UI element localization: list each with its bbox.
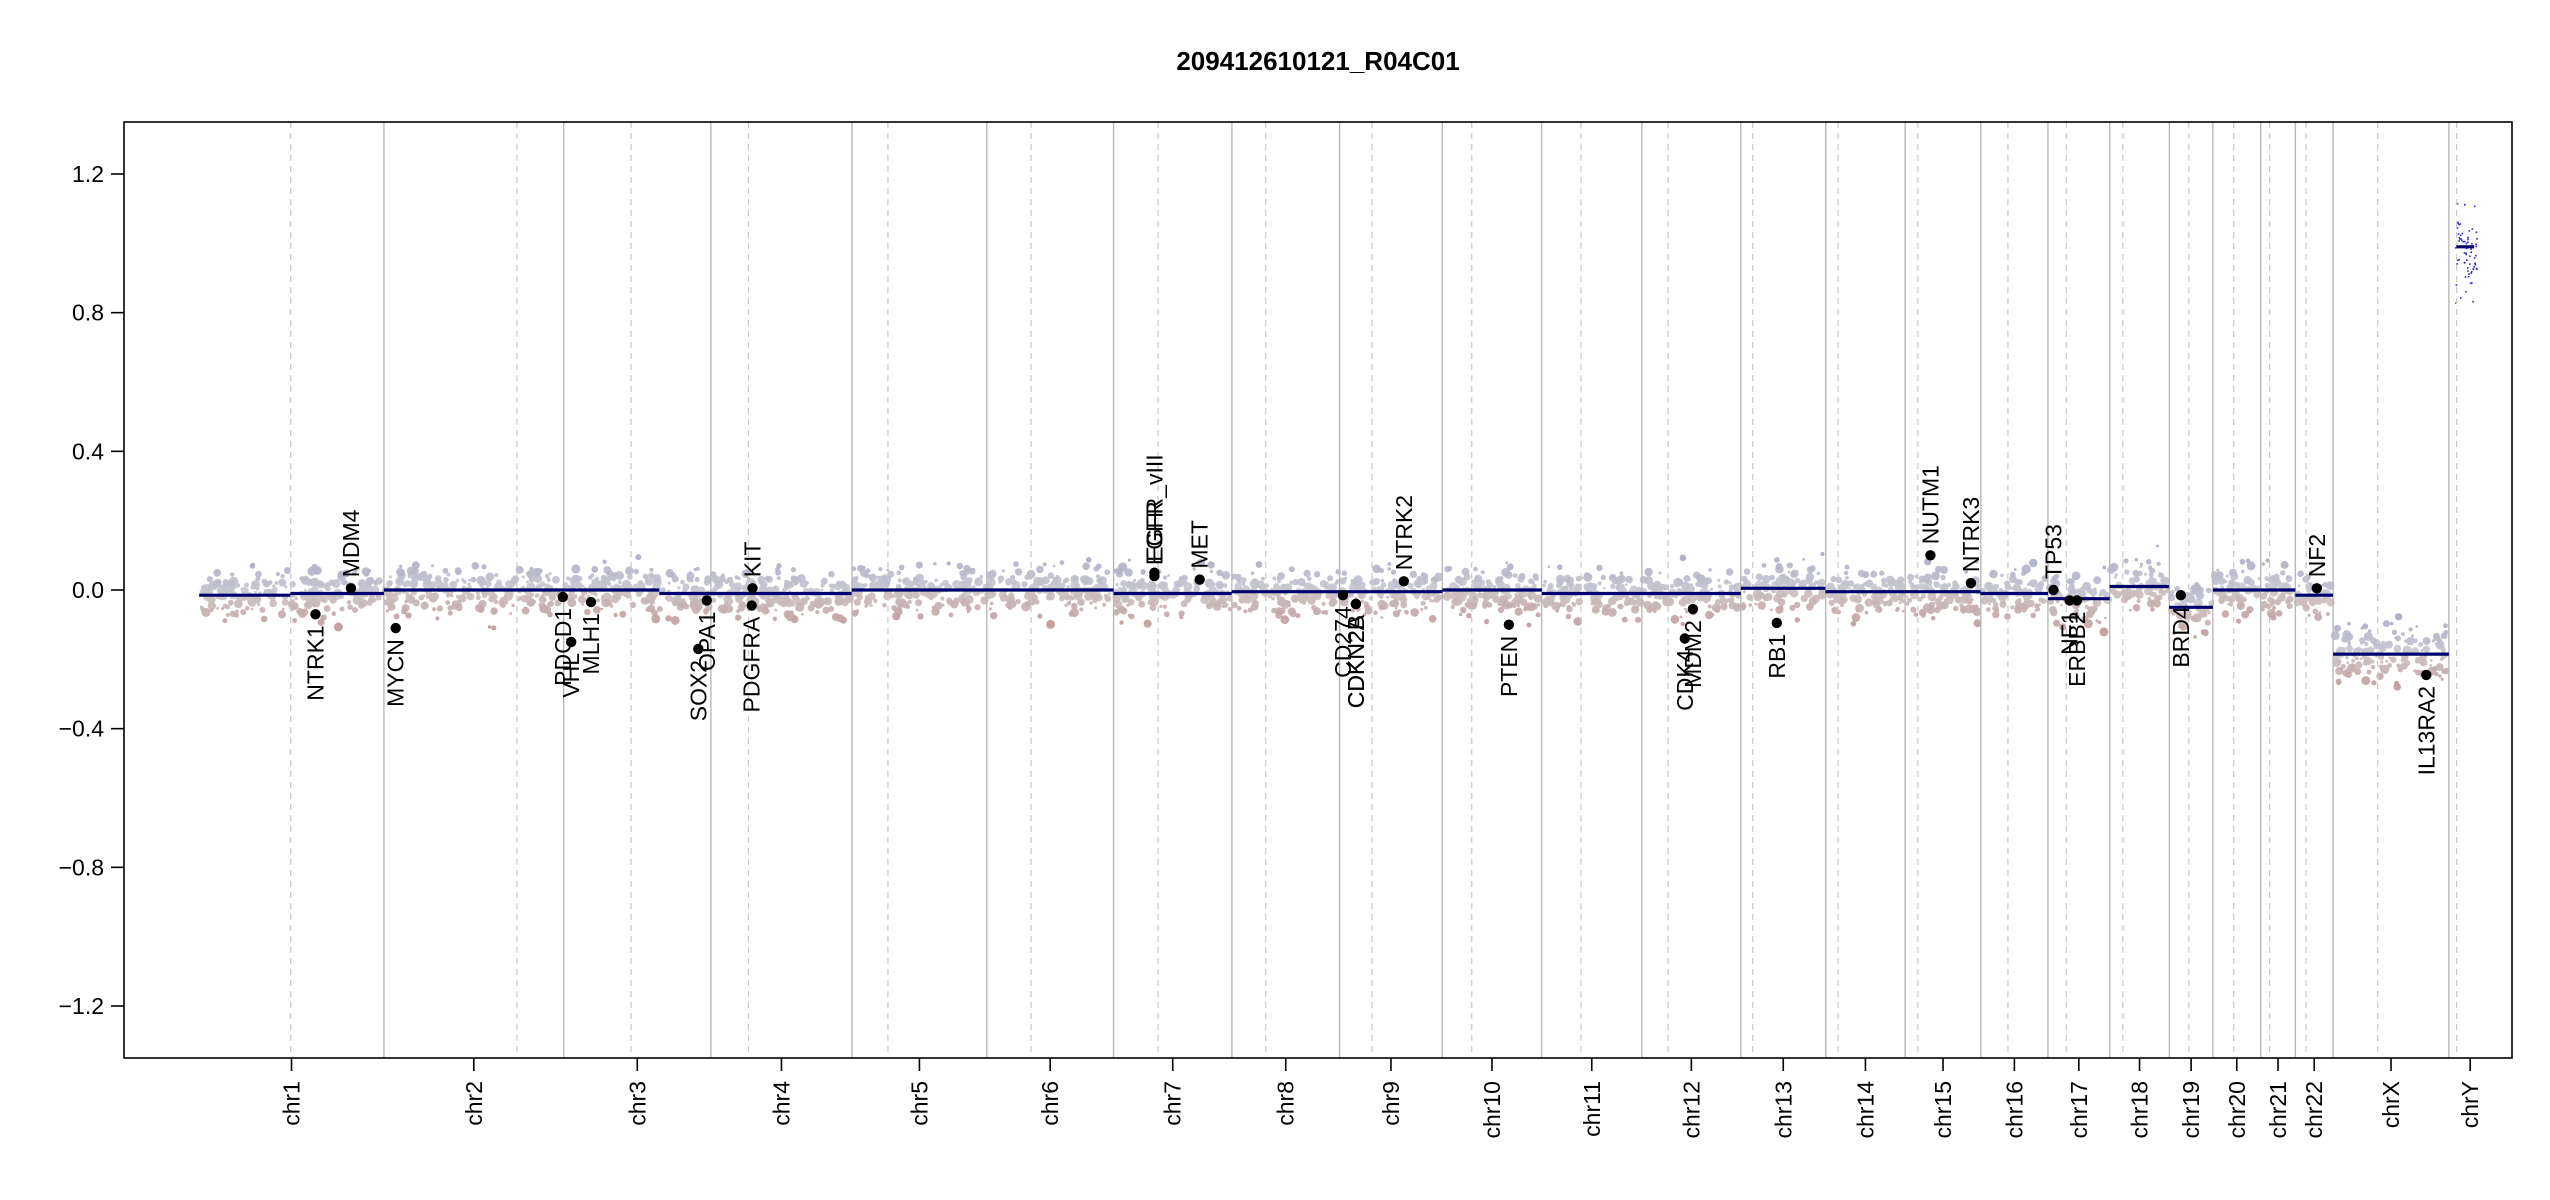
x-tick-label: chr8 bbox=[1273, 1081, 1299, 1126]
gene-label: BRD4 bbox=[2168, 606, 2194, 668]
segment-lines bbox=[199, 245, 2475, 656]
x-tick-label: chr19 bbox=[2178, 1081, 2204, 1139]
gene-point bbox=[747, 583, 758, 594]
gene-label: MLH1 bbox=[578, 613, 604, 674]
x-tick-label: chr13 bbox=[1770, 1081, 1796, 1139]
x-tick-label: chr20 bbox=[2224, 1081, 2250, 1139]
gene-point bbox=[2071, 595, 2083, 606]
y-tick-label: 0.4 bbox=[72, 438, 104, 464]
gene-point bbox=[1925, 550, 1936, 561]
gene-point bbox=[1194, 574, 1205, 585]
gene-point bbox=[746, 600, 757, 611]
gene-point bbox=[1965, 577, 1977, 589]
x-tick-label: chr9 bbox=[1378, 1081, 1404, 1126]
x-tick-label: chr7 bbox=[1160, 1081, 1186, 1126]
gene-label: TP53 bbox=[2041, 524, 2067, 579]
gene-point bbox=[1679, 633, 1691, 644]
x-tick-label: chr1 bbox=[279, 1081, 305, 1126]
gene-label: EGFR bbox=[1141, 501, 1167, 565]
gene-label: PDGFRA bbox=[739, 616, 765, 713]
gene-label: NF2 bbox=[2304, 534, 2330, 577]
gene-point bbox=[2064, 595, 2075, 606]
gene-label: NTRK1 bbox=[303, 625, 329, 700]
x-tick-label: chr14 bbox=[1852, 1081, 1878, 1139]
gene-label: EGFR_vIII bbox=[1141, 454, 1167, 561]
plot-frame bbox=[123, 121, 2513, 1059]
gene-point bbox=[310, 609, 321, 620]
gene-label: CD274 bbox=[1330, 606, 1356, 678]
gene-point bbox=[2311, 583, 2322, 594]
gene-label: MDM4 bbox=[338, 509, 364, 577]
gene-point bbox=[1503, 619, 1515, 630]
gene-label: KIT bbox=[740, 542, 766, 578]
x-tick-label: chr5 bbox=[906, 1081, 932, 1126]
gene-point bbox=[2421, 669, 2432, 681]
gene-label: VHL bbox=[558, 653, 584, 698]
x-tick-label: chr11 bbox=[1579, 1081, 1605, 1137]
x-tick-label: chr16 bbox=[2001, 1081, 2027, 1139]
gene-label: MDM2 bbox=[1680, 620, 1706, 688]
x-tick-label: chr10 bbox=[1479, 1081, 1505, 1139]
gene-point bbox=[693, 643, 704, 655]
gene-point bbox=[1337, 590, 1349, 601]
x-tick-label: chr3 bbox=[624, 1081, 650, 1126]
y-tick-label: −0.4 bbox=[59, 716, 105, 742]
gene-label: MYCN bbox=[383, 639, 409, 707]
gene-point bbox=[1398, 576, 1410, 587]
x-tick-label: chr15 bbox=[1930, 1081, 1956, 1139]
y-tick-label: 1.2 bbox=[72, 161, 104, 187]
x-tick-label: chr2 bbox=[461, 1081, 487, 1126]
y-tick-label: 0.8 bbox=[72, 300, 104, 326]
gene-point bbox=[566, 636, 577, 648]
gene-point bbox=[390, 622, 401, 634]
x-tick-label: chr18 bbox=[2127, 1081, 2153, 1139]
gene-label: RB1 bbox=[1764, 634, 1790, 679]
y-tick-label: −1.2 bbox=[59, 993, 104, 1019]
x-tick-label: chr12 bbox=[1678, 1081, 1704, 1139]
x-tick-label: chr22 bbox=[2301, 1081, 2327, 1139]
gene-point bbox=[1350, 598, 1362, 610]
x-tick-label: chr21 bbox=[2265, 1081, 2291, 1139]
gene-label: SOX2 bbox=[685, 660, 711, 721]
y-tick-label: 0.0 bbox=[72, 577, 104, 603]
gene-label: CDKN2B bbox=[1343, 615, 1369, 708]
y-tick-label: −0.8 bbox=[59, 854, 104, 880]
gene-point bbox=[2048, 584, 2059, 596]
x-tick-label: chrX bbox=[2378, 1081, 2404, 1128]
x-tick-label: chr6 bbox=[1037, 1081, 1063, 1126]
x-tick-label: chrY bbox=[2457, 1081, 2483, 1128]
gene-label: NUTM1 bbox=[1917, 465, 1943, 544]
gene-point bbox=[1687, 603, 1699, 615]
gene-label: OPA1 bbox=[694, 611, 720, 671]
gene-label: NTRK3 bbox=[1958, 497, 1984, 572]
gene-point bbox=[701, 595, 712, 606]
x-tick-label: chr4 bbox=[768, 1081, 794, 1126]
gene-point bbox=[345, 583, 357, 594]
gene-point bbox=[557, 591, 568, 603]
gene-point bbox=[585, 596, 597, 608]
gene-label: CDKN2A bbox=[1343, 614, 1369, 708]
gene-label: MET bbox=[1187, 520, 1213, 569]
gene-point bbox=[1771, 617, 1783, 629]
gene-label: NF1 bbox=[2057, 611, 2083, 654]
gene-label: CDK4 bbox=[1672, 649, 1698, 711]
x-tick-label: chr17 bbox=[2066, 1081, 2092, 1139]
gene-label: ERBB2 bbox=[2064, 611, 2090, 686]
gene-label: NTRK2 bbox=[1391, 495, 1417, 570]
chart-title: 209412610121_R04C01 bbox=[1176, 46, 1459, 76]
axes: −1.2 −0.8 −0.4 0.0 0.4 0.8 1.2 chr1 chr2 chr3 chr4… bbox=[59, 161, 2484, 1139]
gene-point bbox=[1149, 567, 1160, 578]
gene-point bbox=[2175, 590, 2186, 601]
gene-label: PTEN bbox=[1496, 636, 1522, 697]
gene-label: IL13RA2 bbox=[2413, 686, 2439, 776]
